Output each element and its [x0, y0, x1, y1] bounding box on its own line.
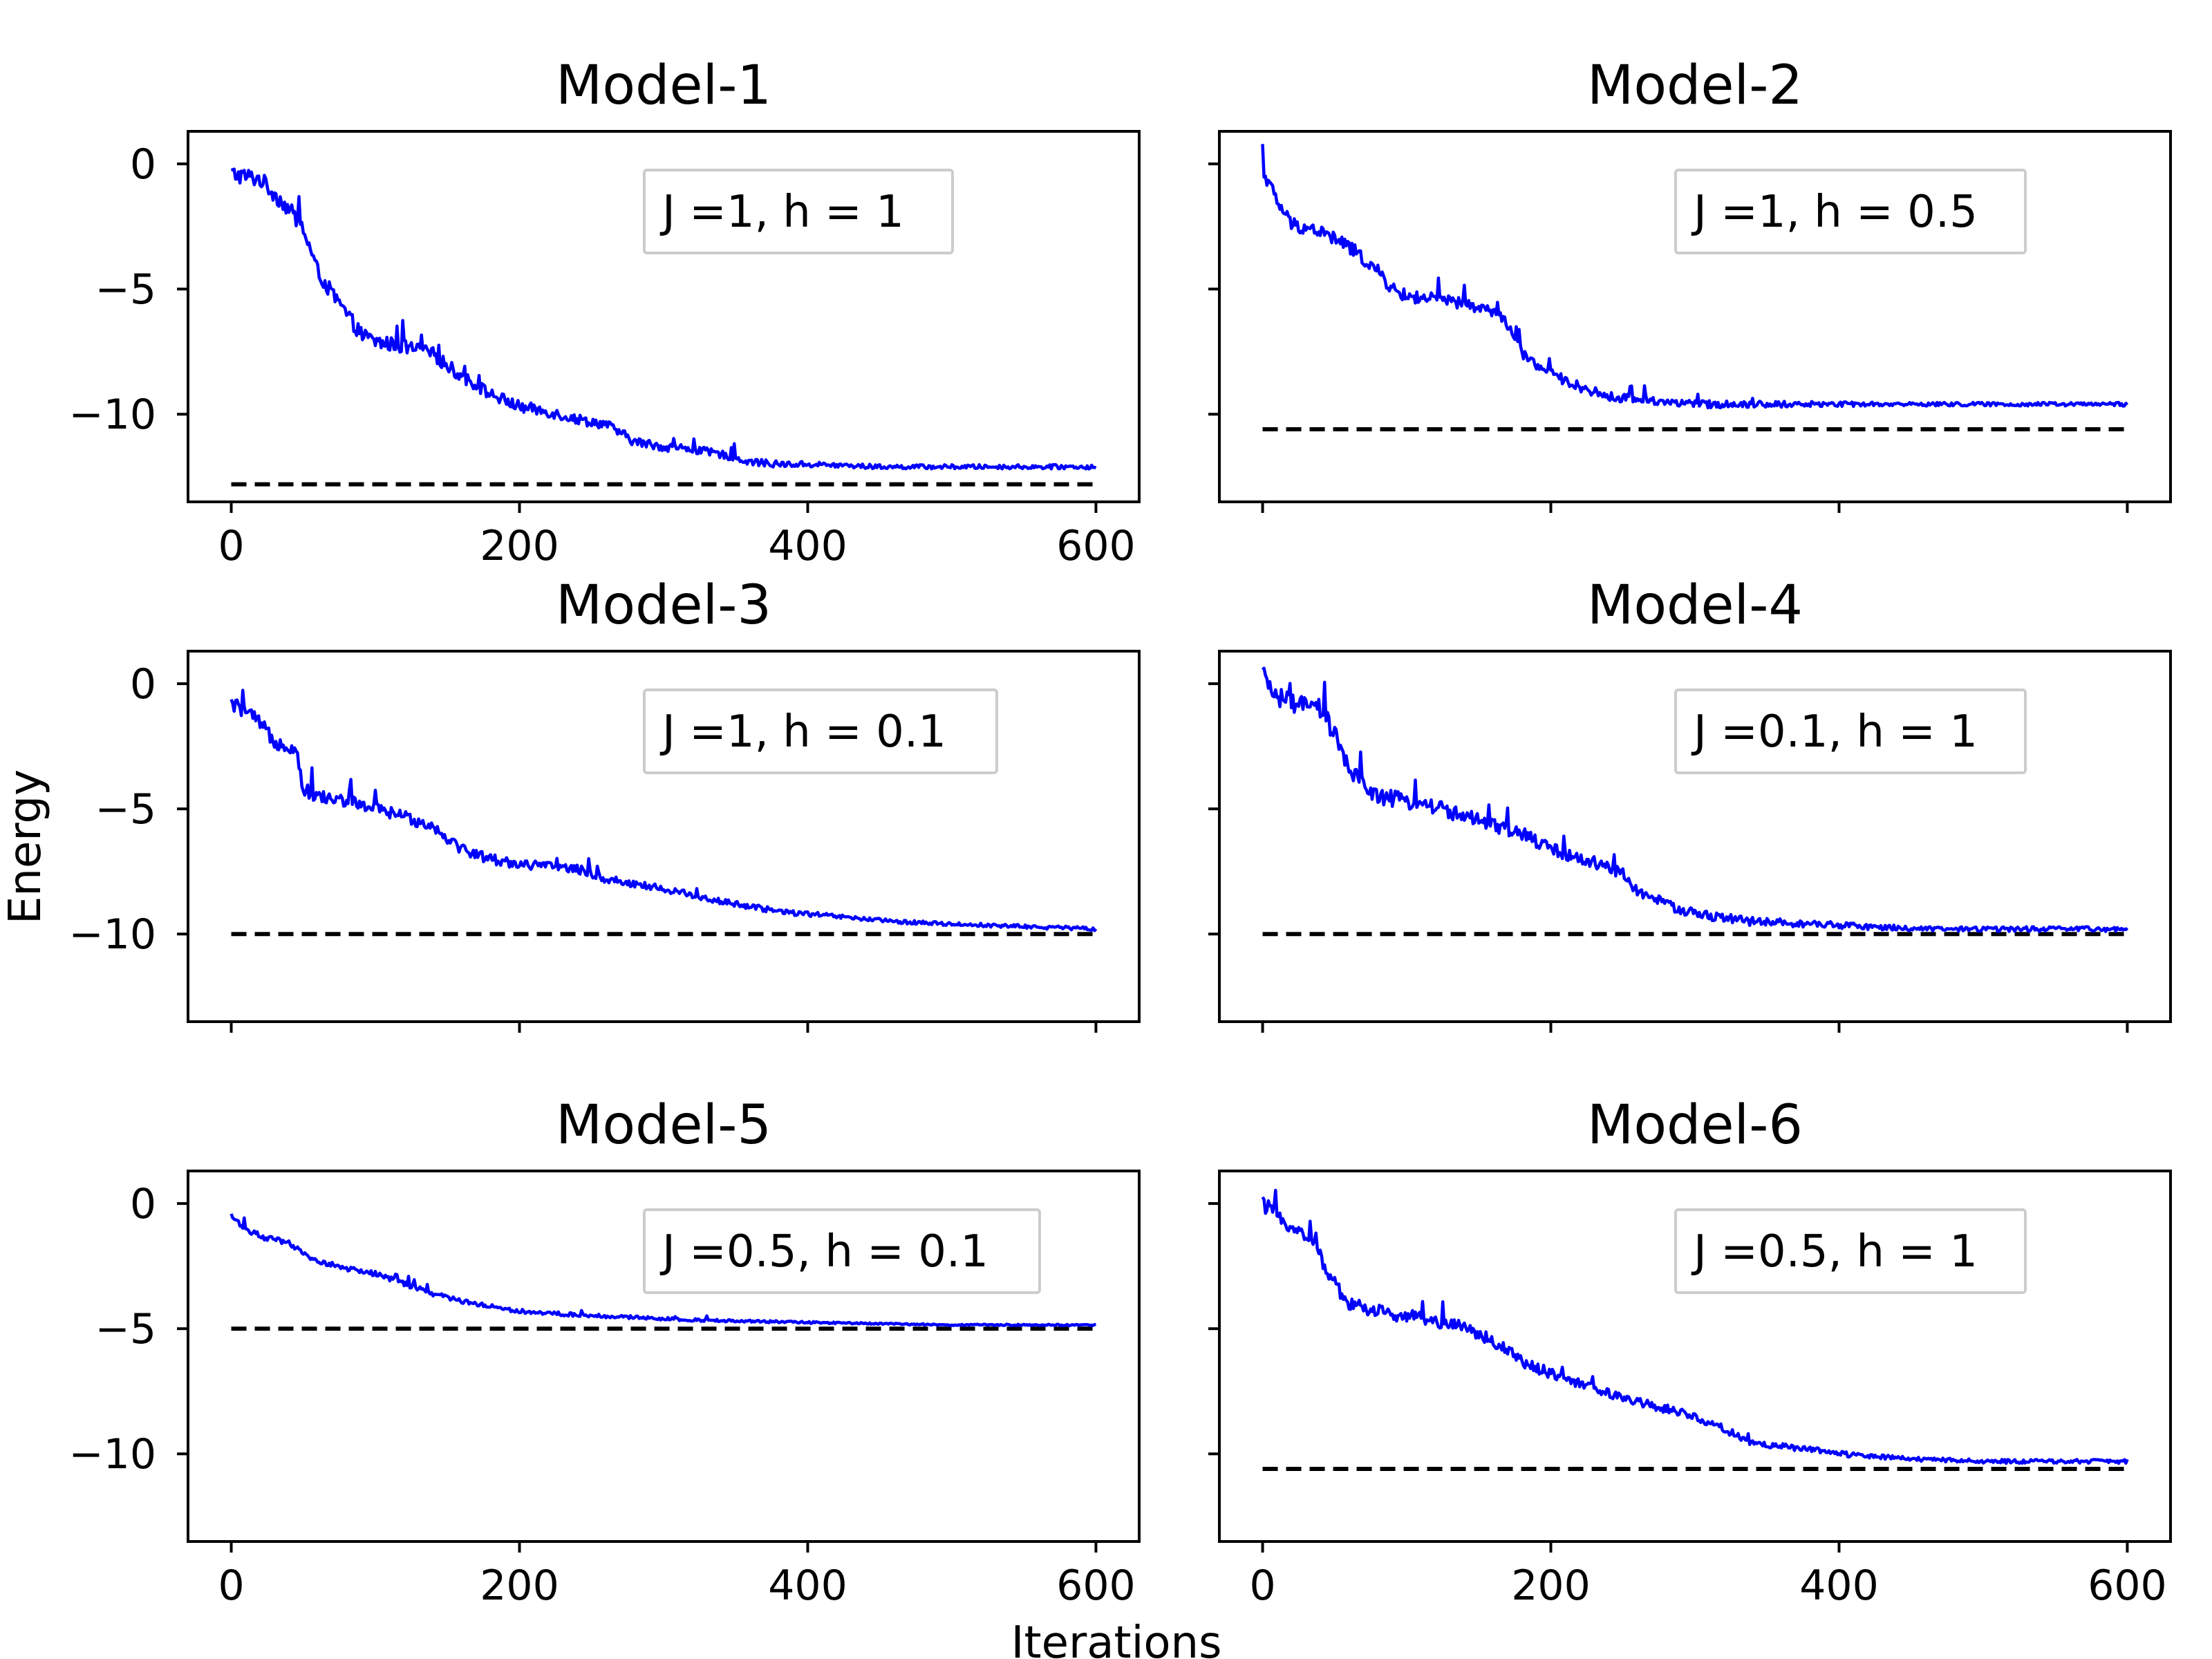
x-axis-label: Iterations: [1011, 1618, 1222, 1659]
legend-box: [643, 688, 998, 774]
y-tick-label: −10: [68, 910, 156, 959]
legend-box: [643, 1208, 1041, 1294]
subplot-title: Model-4: [1587, 574, 1803, 637]
x-tick-label: 600: [1056, 522, 1136, 570]
x-tick-label: 200: [480, 1562, 559, 1610]
legend-text: J =0.5, h = 0.1: [659, 1226, 988, 1277]
legend-text: J =1, h = 0.5: [1691, 187, 1978, 238]
legend-box: [1674, 1208, 2027, 1294]
axes-frame: [187, 650, 1141, 1023]
subplot-title: Model-1: [556, 55, 771, 117]
x-tick-label: 400: [768, 522, 847, 570]
axes-frame: [1218, 650, 2172, 1023]
subplot-title: Model-2: [1587, 55, 1803, 117]
y-tick-label: 0: [130, 140, 156, 189]
y-tick-label: 0: [130, 1180, 156, 1228]
legend-box: [643, 169, 954, 254]
legend-box: [1674, 169, 2027, 254]
axes-frame: [187, 130, 1141, 503]
y-axis-label: Energy: [0, 769, 51, 924]
x-tick-label: 400: [768, 1562, 847, 1610]
series-line: [230, 167, 1097, 471]
subplot-2: Model-2 J =1, h = 0.5: [1208, 55, 2172, 513]
subplot-5: Model-5 0 200 400 600 0 −5 −10 J =0.5, h = 0.1: [68, 1094, 1141, 1610]
subplot-4: Model-4 J =0.1, h = 1: [1208, 574, 2172, 1033]
x-tick-label: 0: [1249, 1562, 1275, 1610]
axes-frame: [187, 1170, 1141, 1543]
x-tick-label: 0: [218, 522, 244, 570]
y-tick-label: −10: [68, 391, 156, 439]
legend-text: J =1, h = 1: [659, 187, 904, 238]
series-line: [229, 688, 1098, 932]
subplot-title: Model-6: [1587, 1094, 1803, 1156]
series-line: [229, 1213, 1096, 1327]
subplot-6: Model-6 0 200 400 600 J =0.5, h = 1: [1208, 1094, 2172, 1610]
x-tick-label: 200: [1511, 1562, 1591, 1610]
axes-frame: [1218, 130, 2172, 503]
series-line: [1261, 1188, 2129, 1465]
subplot-title: Model-5: [556, 1094, 771, 1156]
y-tick-label: −5: [95, 785, 156, 834]
subplot-title: Model-3: [556, 574, 771, 637]
subplot-1: Model-1 0 200 400 600 0 −5 −10 J =1, h = 1: [68, 55, 1141, 570]
legend-box: [1674, 688, 2027, 774]
axes-frame: [1218, 1170, 2172, 1543]
x-tick-label: 600: [1056, 1562, 1136, 1610]
legend-text: J =0.1, h = 1: [1691, 706, 1978, 758]
y-tick-label: −10: [68, 1430, 156, 1479]
legend-text: J =0.5, h = 1: [1691, 1226, 1978, 1277]
series-line: [1261, 144, 2129, 410]
x-tick-label: 0: [218, 1562, 244, 1610]
subplot-3: Model-3 0 −5 −10 J =1, h = 0.1: [68, 574, 1141, 1033]
y-tick-label: −5: [95, 265, 156, 314]
series-line: [1261, 666, 2129, 933]
y-tick-label: 0: [130, 660, 156, 709]
legend-text: J =1, h = 0.1: [659, 706, 946, 758]
x-tick-label: 200: [480, 522, 559, 570]
y-tick-label: −5: [95, 1305, 156, 1353]
x-tick-label: 600: [2088, 1562, 2167, 1610]
x-tick-label: 400: [1799, 1562, 1879, 1610]
